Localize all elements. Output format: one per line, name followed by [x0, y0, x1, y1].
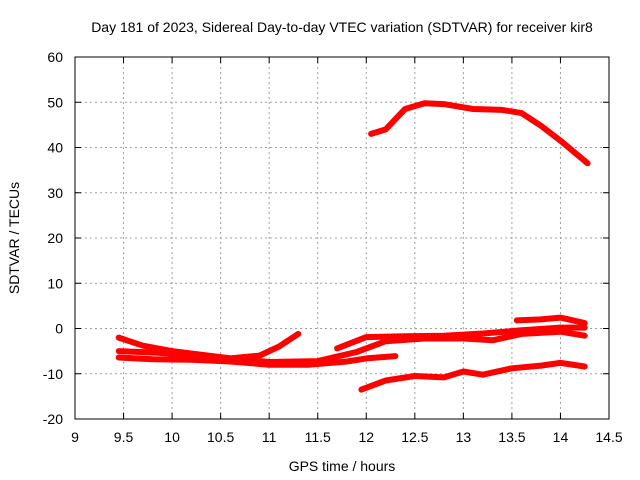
x-tick-label: 9.5 — [114, 429, 134, 445]
y-tick-label: 20 — [47, 230, 63, 246]
series-arc-4 — [334, 324, 588, 352]
y-tick-label: 10 — [47, 275, 63, 291]
x-tick-label: 10.5 — [207, 429, 234, 445]
x-tick-label: 12.5 — [401, 429, 428, 445]
series-arc-2 — [115, 328, 588, 365]
y-tick-label: 0 — [55, 321, 63, 337]
ticks-layer: 9 9.5 10 10.5 11 11.5 12 12.5 13 13.5 14 14.5 -20 -10… — [43, 49, 623, 445]
y-tick-label: 60 — [47, 49, 63, 65]
series-layer — [115, 100, 591, 393]
x-tick-label: 11 — [262, 429, 277, 445]
x-tick-label: 13 — [456, 429, 472, 445]
x-tick-label: 10 — [164, 429, 180, 445]
x-tick-label: 14 — [553, 429, 569, 445]
series-arc-3 — [115, 353, 399, 368]
y-tick-label: 40 — [47, 140, 63, 156]
y-tick-label: -20 — [43, 411, 63, 427]
x-axis-label: GPS time / hours — [289, 458, 396, 474]
y-axis-label: SDTVAR / TECUs — [6, 182, 22, 294]
plot-frame — [74, 56, 610, 420]
series-arc-6 — [358, 359, 588, 393]
x-tick-label: 13.5 — [498, 429, 525, 445]
y-tick-label: 30 — [47, 185, 63, 201]
y-tick-label: -10 — [43, 366, 63, 382]
y-tick-label: 50 — [47, 94, 63, 110]
x-tick-label: 9 — [71, 429, 79, 445]
chart-title: Day 181 of 2023, Sidereal Day-to-day VTE… — [91, 19, 593, 35]
series-arc-7 — [368, 100, 591, 167]
series-arc-5 — [513, 314, 588, 327]
x-tick-label: 11.5 — [305, 429, 331, 445]
x-tick-label: 12 — [358, 429, 374, 445]
x-tick-label: 14.5 — [595, 429, 622, 445]
